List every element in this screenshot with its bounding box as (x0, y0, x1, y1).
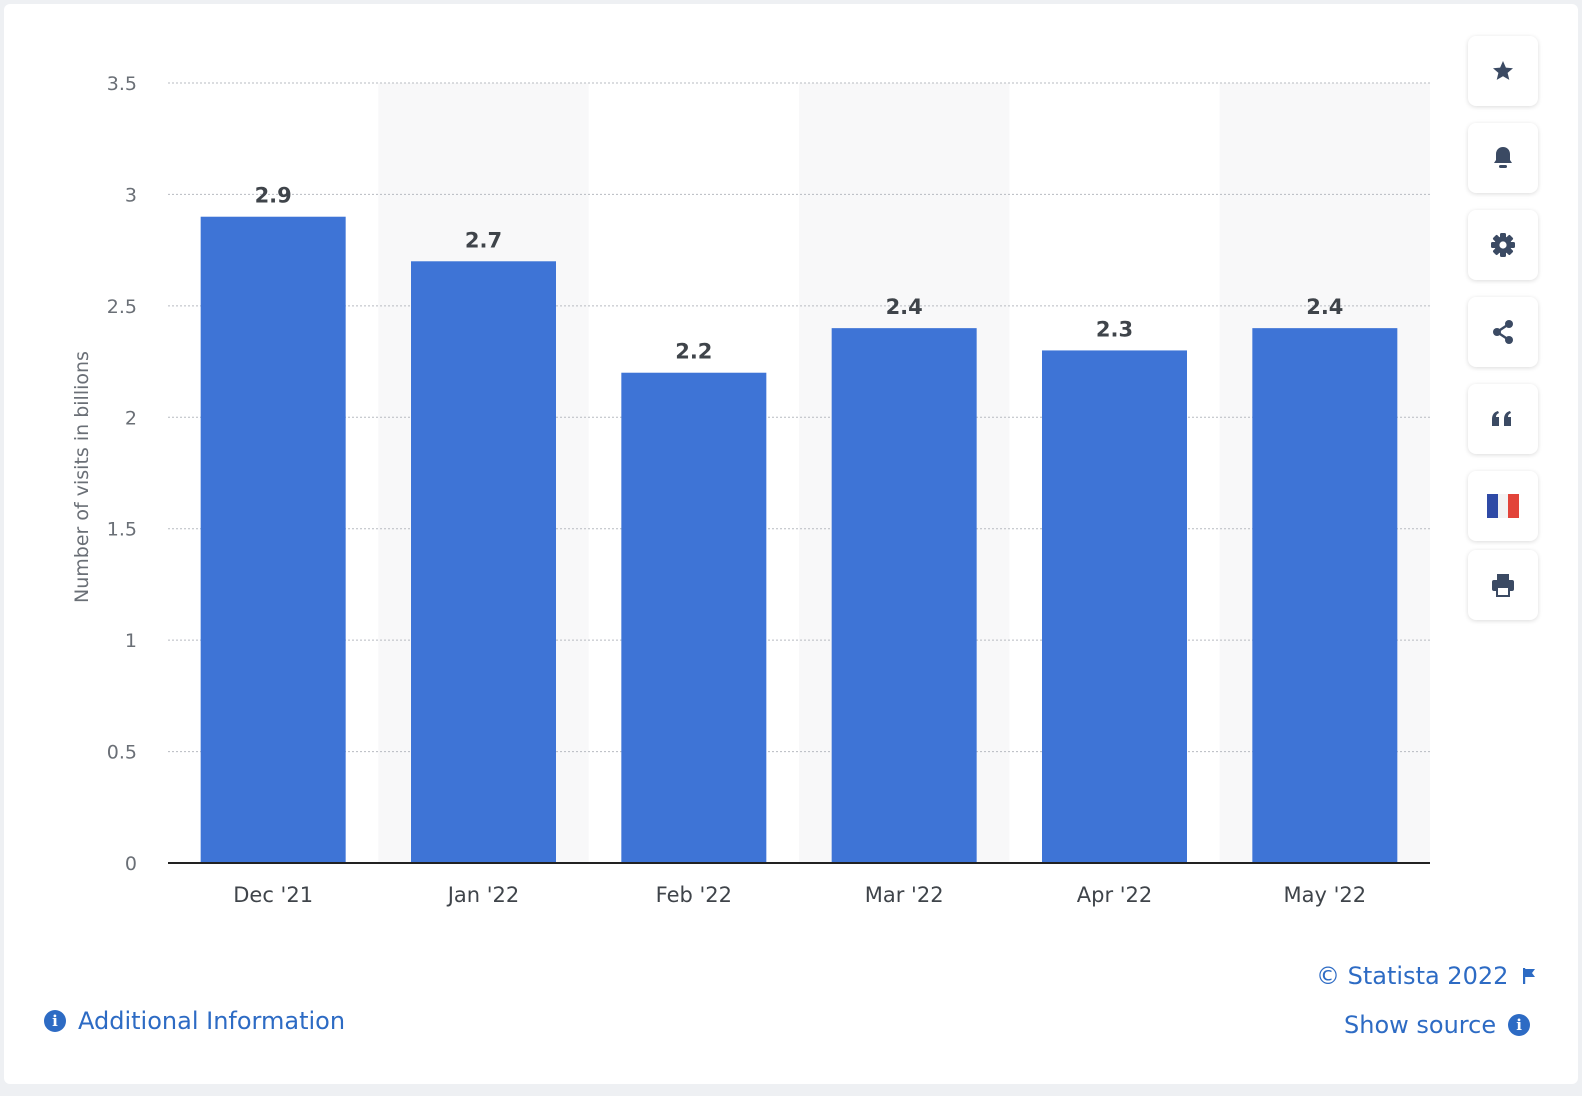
x-tick-label: Dec '21 (233, 883, 313, 907)
show-source-link[interactable]: Show source i (1344, 1011, 1531, 1039)
notification-button[interactable] (1468, 123, 1538, 193)
quote-icon (1492, 411, 1511, 426)
info-icon: i (1508, 1014, 1531, 1036)
data-label: 2.3 (1096, 317, 1133, 341)
share-icon (1493, 320, 1513, 344)
y-axis-ticks: 0 0.5 1 1.5 2 2.5 3 3.5 (107, 73, 137, 875)
x-tick-label: Mar '22 (865, 883, 944, 907)
info-icon: i (44, 1010, 66, 1032)
y-axis-label: Number of visits in billions (71, 351, 93, 603)
y-tick-label: 0 (125, 853, 137, 875)
language-button[interactable] (1468, 471, 1538, 541)
bar[interactable] (831, 328, 977, 864)
bell-icon (1494, 147, 1512, 168)
chart-card: 0 0.5 1 1.5 2 2.5 3 3.5 2.9 2.7 2.2 2.4 2.3 2.4 Dec … (4, 4, 1578, 1084)
y-tick-label: 2 (125, 407, 137, 429)
data-label: 2.2 (675, 340, 712, 364)
x-tick-label: May '22 (1284, 883, 1367, 907)
data-labels: 2.9 2.7 2.2 2.4 2.3 2.4 (255, 184, 1344, 364)
bar-chart: 0 0.5 1 1.5 2 2.5 3 3.5 2.9 2.7 2.2 2.4 2.3 2.4 Dec … (71, 73, 1430, 907)
y-tick-label: 1 (125, 630, 137, 652)
favorite-button[interactable] (1468, 36, 1538, 106)
y-tick-label: 3.5 (107, 73, 137, 95)
x-tick-label: Apr '22 (1077, 883, 1153, 907)
x-axis-categories: Dec '21 Jan '22 Feb '22 Mar '22 Apr '22 May '… (233, 883, 1366, 907)
flag-france-icon (1487, 494, 1519, 518)
additional-information-link[interactable]: i Additional Information (44, 1007, 345, 1035)
x-tick-label: Feb '22 (656, 883, 732, 907)
y-tick-label: 3 (125, 184, 137, 206)
bars (200, 216, 1398, 864)
y-tick-label: 2.5 (107, 296, 137, 318)
data-label: 2.4 (1306, 295, 1343, 319)
data-label: 2.9 (255, 184, 292, 208)
bar[interactable] (621, 372, 767, 863)
flag-icon (1523, 968, 1536, 984)
cite-button[interactable] (1468, 384, 1538, 454)
bar[interactable] (1042, 350, 1187, 863)
settings-button[interactable] (1468, 210, 1538, 280)
data-label: 2.4 (886, 295, 923, 319)
print-icon (1492, 574, 1514, 597)
copyright-link[interactable]: © Statista 2022 (1316, 962, 1538, 990)
x-tick-label: Jan '22 (446, 883, 520, 907)
bar[interactable] (411, 261, 556, 863)
gear-icon (1491, 233, 1515, 257)
y-tick-label: 0.5 (107, 742, 137, 764)
y-tick-label: 1.5 (107, 519, 137, 541)
share-button[interactable] (1468, 297, 1538, 367)
bar[interactable] (1252, 328, 1398, 864)
additional-information-text: Additional Information (78, 1007, 346, 1035)
star-icon (1493, 61, 1513, 80)
data-label: 2.7 (465, 228, 502, 252)
show-source-text: Show source (1344, 1011, 1497, 1039)
print-button[interactable] (1468, 550, 1538, 620)
bar[interactable] (200, 216, 346, 863)
copyright-text: © Statista 2022 (1316, 962, 1509, 990)
